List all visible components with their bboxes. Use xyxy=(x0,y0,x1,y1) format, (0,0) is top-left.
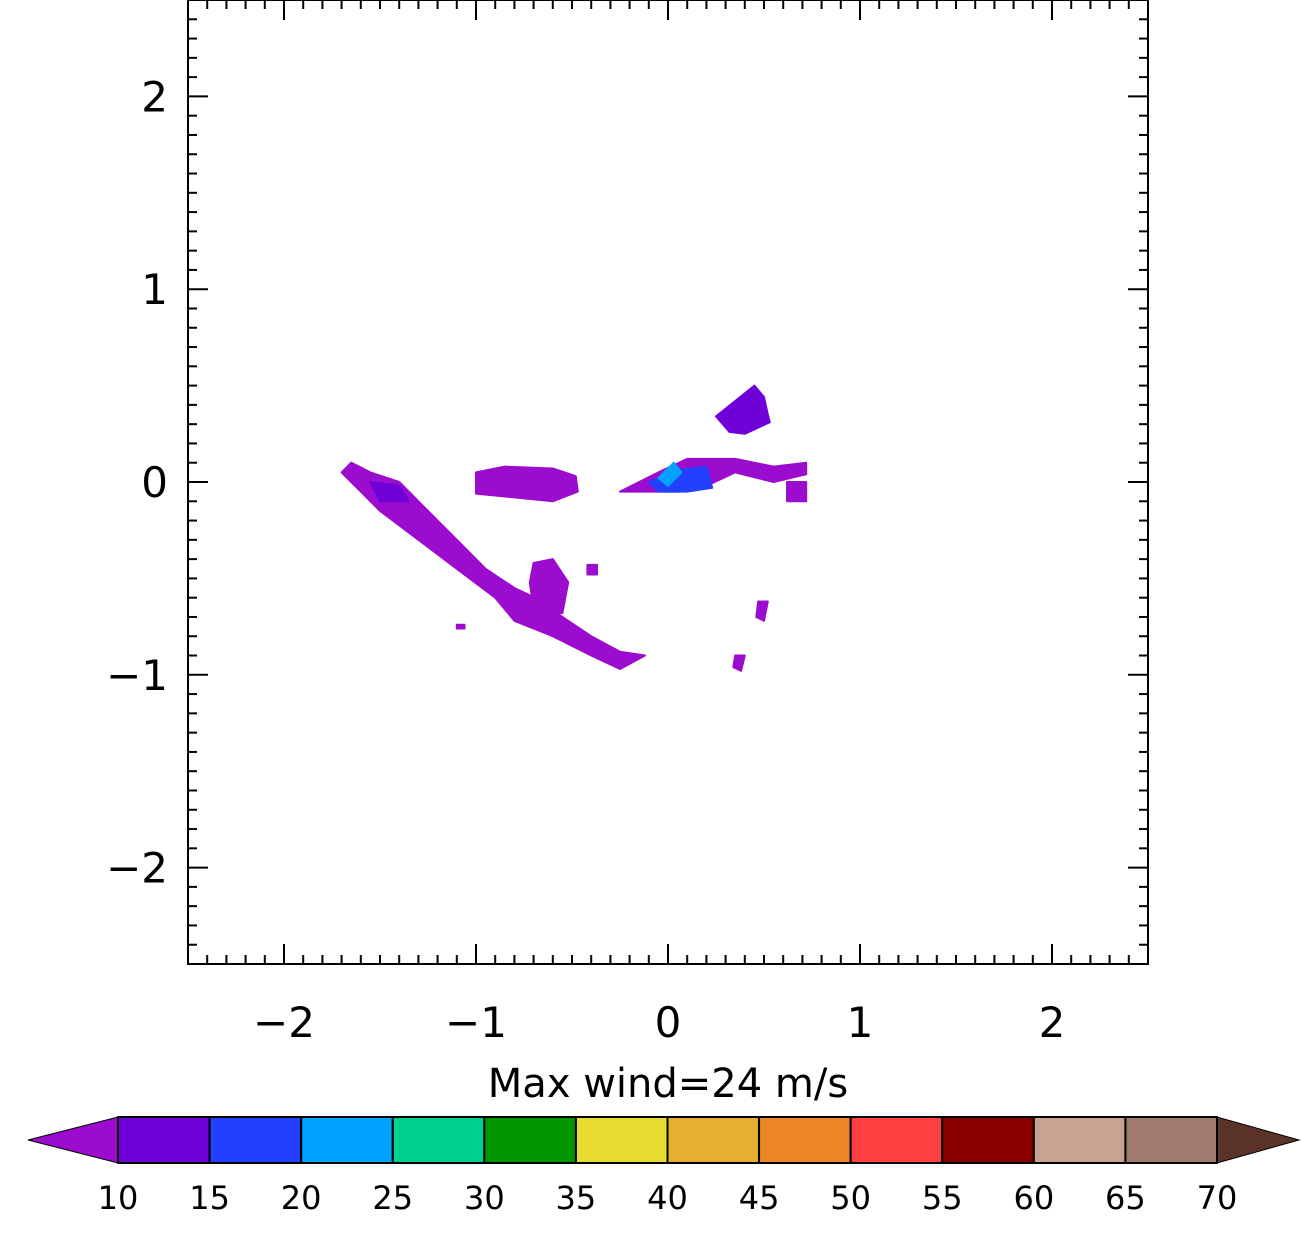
contour-region-13 xyxy=(455,623,466,630)
axis-tick-labels: −2 −1 0 1 2 2 1 0 −1 −2 xyxy=(106,72,1065,1047)
colorbar-swatch-35-40 xyxy=(574,1116,669,1164)
contour-region-3 xyxy=(369,481,410,503)
colorbar-label: 50 xyxy=(830,1179,871,1217)
colorbar-swatch-10-15 xyxy=(117,1116,211,1164)
colorbar-label: 40 xyxy=(647,1179,688,1217)
colorbar-swatch-55-60 xyxy=(941,1116,1035,1164)
colorbar-swatch-15-20 xyxy=(208,1116,303,1164)
x-tick-label: 1 xyxy=(847,998,874,1047)
x-tick-label: 0 xyxy=(655,998,682,1047)
contour-region-8 xyxy=(657,461,683,487)
colorbar-label: 25 xyxy=(372,1179,413,1217)
contour-region-6 xyxy=(619,457,808,493)
contour-regions xyxy=(340,384,808,672)
contour-region-5 xyxy=(715,384,771,435)
colorbar-swatch-45-50 xyxy=(758,1116,852,1164)
contour-region-9 xyxy=(786,481,808,503)
colorbar-swatch-30-35 xyxy=(483,1116,577,1164)
y-tick-label: 0 xyxy=(141,458,168,507)
x-tick-label: −1 xyxy=(445,998,507,1047)
y-tick-label: 1 xyxy=(141,265,168,314)
colorbar-label: 30 xyxy=(464,1179,505,1217)
contour-region-11 xyxy=(732,654,746,672)
colorbar-label: 45 xyxy=(739,1179,780,1217)
colorbar-label: 55 xyxy=(922,1179,963,1217)
y-tick-label: 2 xyxy=(141,72,168,121)
contour-region-2 xyxy=(528,558,570,615)
colorbar-label: 35 xyxy=(556,1179,597,1217)
contour-region-1 xyxy=(340,461,646,670)
colorbar-label: 60 xyxy=(1013,1179,1054,1217)
colorbar-label: 65 xyxy=(1105,1179,1146,1217)
colorbar-swatch-25-30 xyxy=(391,1116,486,1164)
colorbar-swatch-50-55 xyxy=(849,1116,944,1164)
contour-region-4 xyxy=(475,465,579,503)
colorbar-label: 20 xyxy=(281,1179,322,1217)
contour-region-10 xyxy=(755,600,769,622)
colorbar-swatch-20-25 xyxy=(300,1116,394,1164)
colorbar-label: 15 xyxy=(189,1179,230,1217)
x-tick-label: 2 xyxy=(1039,998,1066,1047)
contour-region-12 xyxy=(586,563,598,576)
x-tick-label: −2 xyxy=(253,998,315,1047)
colorbar-over-arrow xyxy=(1216,1116,1301,1164)
colorbar-label: 70 xyxy=(1197,1179,1238,1217)
colorbar-label: 10 xyxy=(98,1179,139,1217)
colorbar: 10 15 20 25 30 35 40 45 50 55 60 65 70 xyxy=(27,1116,1301,1217)
colorbar-under-arrow xyxy=(27,1116,119,1164)
y-tick-label: −1 xyxy=(106,651,168,700)
colorbar-swatch-40-45 xyxy=(666,1116,761,1164)
x-axis-label: Max wind=24 m/s xyxy=(488,1061,848,1107)
colorbar-swatch-60-65 xyxy=(1032,1116,1127,1164)
y-tick-label: −2 xyxy=(106,844,168,893)
colorbar-swatch-65-70 xyxy=(1124,1116,1218,1164)
axis-ticks xyxy=(187,0,1149,965)
